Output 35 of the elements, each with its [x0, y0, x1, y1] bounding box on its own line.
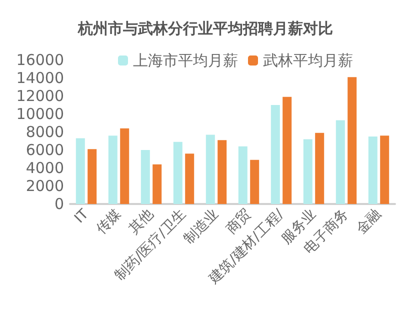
- bar: [368, 136, 378, 204]
- bar: [380, 136, 390, 204]
- y-tick-label: 16000: [16, 51, 64, 69]
- bar: [315, 132, 324, 204]
- y-tick-label: 2000: [26, 177, 64, 195]
- y-tick-label: 14000: [16, 69, 64, 87]
- bar: [120, 128, 130, 204]
- bar: [238, 146, 248, 204]
- bar: [108, 136, 118, 204]
- legend-label: 上海市平均月薪: [133, 52, 238, 70]
- x-tick-label: IT: [72, 206, 92, 227]
- x-tick-label: 传媒: [93, 206, 124, 238]
- bar: [185, 154, 194, 204]
- bar: [336, 120, 345, 204]
- bar: [270, 105, 280, 204]
- y-tick-label: 6000: [26, 141, 64, 159]
- bar: [152, 164, 162, 204]
- bar: [250, 160, 260, 204]
- bar: [140, 150, 150, 204]
- bar: [173, 142, 182, 204]
- y-tick-label: 4000: [26, 159, 64, 177]
- y-tick-label: 8000: [26, 123, 64, 141]
- bar: [76, 138, 85, 204]
- y-tick-label: 10000: [16, 105, 64, 123]
- legend-label: 武林平均月薪: [263, 52, 353, 70]
- bar: [206, 134, 215, 204]
- chart-title: 杭州市与武林分行业平均招聘月薪对比: [77, 20, 333, 38]
- x-tick-label: 金融: [353, 206, 384, 238]
- y-tick-label: 12000: [16, 87, 64, 105]
- bar: [88, 149, 97, 204]
- bar: [348, 77, 357, 204]
- bar: [282, 96, 292, 204]
- bar: [303, 139, 312, 204]
- y-tick-label: 0: [54, 195, 64, 213]
- bar: [218, 140, 227, 204]
